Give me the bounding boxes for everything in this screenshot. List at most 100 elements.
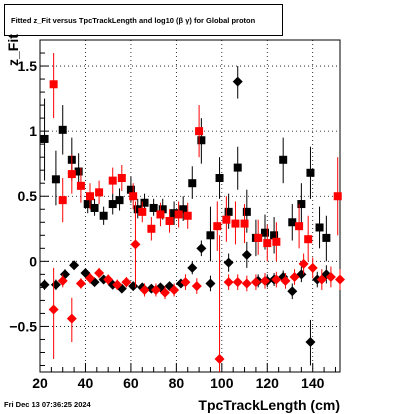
data-point-square <box>95 188 104 197</box>
data-point-square <box>170 209 179 218</box>
data-point-diamond <box>169 284 180 295</box>
data-point-square <box>188 179 197 188</box>
data-point-diamond <box>316 274 327 285</box>
data-point-square <box>49 80 58 89</box>
data-point-diamond <box>150 284 161 295</box>
data-point-square <box>67 170 76 179</box>
data-point-diamond <box>160 287 170 298</box>
data-point-square <box>231 219 240 228</box>
data-point-square <box>51 175 60 184</box>
data-point-square <box>58 125 67 134</box>
data-point-square <box>165 216 174 225</box>
data-point-square <box>333 192 342 201</box>
data-point-diamond <box>271 274 282 285</box>
x-tick-label: 120 <box>256 375 280 391</box>
x-tick-label: 20 <box>32 375 48 391</box>
data-point-diamond <box>232 76 243 87</box>
data-point-diamond <box>205 278 216 289</box>
data-point-diamond <box>250 277 261 288</box>
data-point-diamond <box>325 271 336 282</box>
data-point-square <box>90 203 99 212</box>
data-point-square <box>306 168 315 177</box>
data-point-square <box>86 192 94 201</box>
x-tick-label: 100 <box>210 375 234 391</box>
data-point-square <box>179 205 188 214</box>
data-point-diamond <box>241 249 252 260</box>
footer-date: Fri Dec 13 07:36:25 2024 <box>4 400 91 409</box>
data-point-diamond <box>232 277 243 288</box>
data-point-square <box>295 222 304 231</box>
x-tick-label: 80 <box>169 375 185 391</box>
data-point-diamond <box>57 275 68 286</box>
x-tick-label: 140 <box>301 375 325 391</box>
data-point-square <box>138 207 147 216</box>
chart-title: Fitted z_Fit versus TpcTrackLength and l… <box>11 15 256 25</box>
data-point-square <box>117 174 126 183</box>
y-tick-label: −0.5 <box>9 318 37 334</box>
y-tick-label: 0.5 <box>18 188 38 204</box>
data-point-square <box>297 200 306 209</box>
data-point-square <box>242 207 251 216</box>
data-point-square <box>224 207 233 216</box>
data-point-diamond <box>214 353 225 364</box>
x-tick-label: 40 <box>78 375 94 391</box>
data-point-square <box>215 174 224 183</box>
data-point-square <box>126 185 135 194</box>
data-point-diamond <box>287 286 298 297</box>
y-axis-title: z_Fit <box>5 34 21 66</box>
data-point-square <box>233 163 242 172</box>
data-point-diamond <box>298 258 309 269</box>
data-point-diamond <box>85 273 95 284</box>
data-point-square <box>108 176 117 185</box>
data-point-square <box>263 239 272 248</box>
data-point-diamond <box>307 262 318 273</box>
data-point-square <box>83 200 92 209</box>
data-point-square <box>261 228 269 237</box>
data-point-square <box>270 231 279 240</box>
data-point-square <box>133 205 142 214</box>
data-point-square <box>149 203 158 212</box>
data-point-square <box>304 235 313 244</box>
data-point-diamond <box>103 274 114 285</box>
data-point-square <box>76 181 85 190</box>
data-point-diamond <box>139 284 150 295</box>
data-point-square <box>140 198 149 207</box>
data-point-diamond <box>335 274 345 285</box>
y-tick-label: 1.5 <box>18 58 38 74</box>
data-point-diamond <box>94 268 105 279</box>
data-point-diamond <box>69 260 80 271</box>
data-point-diamond <box>39 279 50 290</box>
data-point-diamond <box>196 243 207 254</box>
data-point-square <box>183 211 192 220</box>
plot-frame <box>39 39 341 373</box>
title-box: Fitted z_Fit versus TpcTrackLength and l… <box>4 4 283 36</box>
data-point-diamond <box>187 262 198 273</box>
data-point-square <box>74 167 83 176</box>
data-point-square <box>272 237 281 246</box>
data-point-square <box>174 210 183 219</box>
data-point-square <box>156 210 165 219</box>
data-point-square <box>288 218 297 227</box>
data-point-diamond <box>48 304 59 315</box>
data-point-diamond <box>260 275 270 286</box>
data-point-square <box>147 224 156 233</box>
data-point-square <box>195 127 204 136</box>
data-point-square <box>254 233 263 242</box>
data-point-square <box>222 215 231 224</box>
data-point-square <box>315 223 324 232</box>
data-point-diamond <box>280 275 291 286</box>
data-point-diamond <box>121 277 132 288</box>
data-point-square <box>197 136 206 145</box>
data-point-diamond <box>130 239 141 250</box>
data-point-square <box>58 196 67 205</box>
data-point-square <box>129 192 138 201</box>
data-point-square <box>206 231 215 240</box>
data-point-diamond <box>223 257 234 268</box>
data-point-diamond <box>191 281 202 292</box>
data-point-square <box>213 222 222 231</box>
data-point-square <box>115 196 124 205</box>
data-point-diamond <box>289 271 300 282</box>
data-point-square <box>322 233 331 242</box>
data-point-diamond <box>75 278 86 289</box>
